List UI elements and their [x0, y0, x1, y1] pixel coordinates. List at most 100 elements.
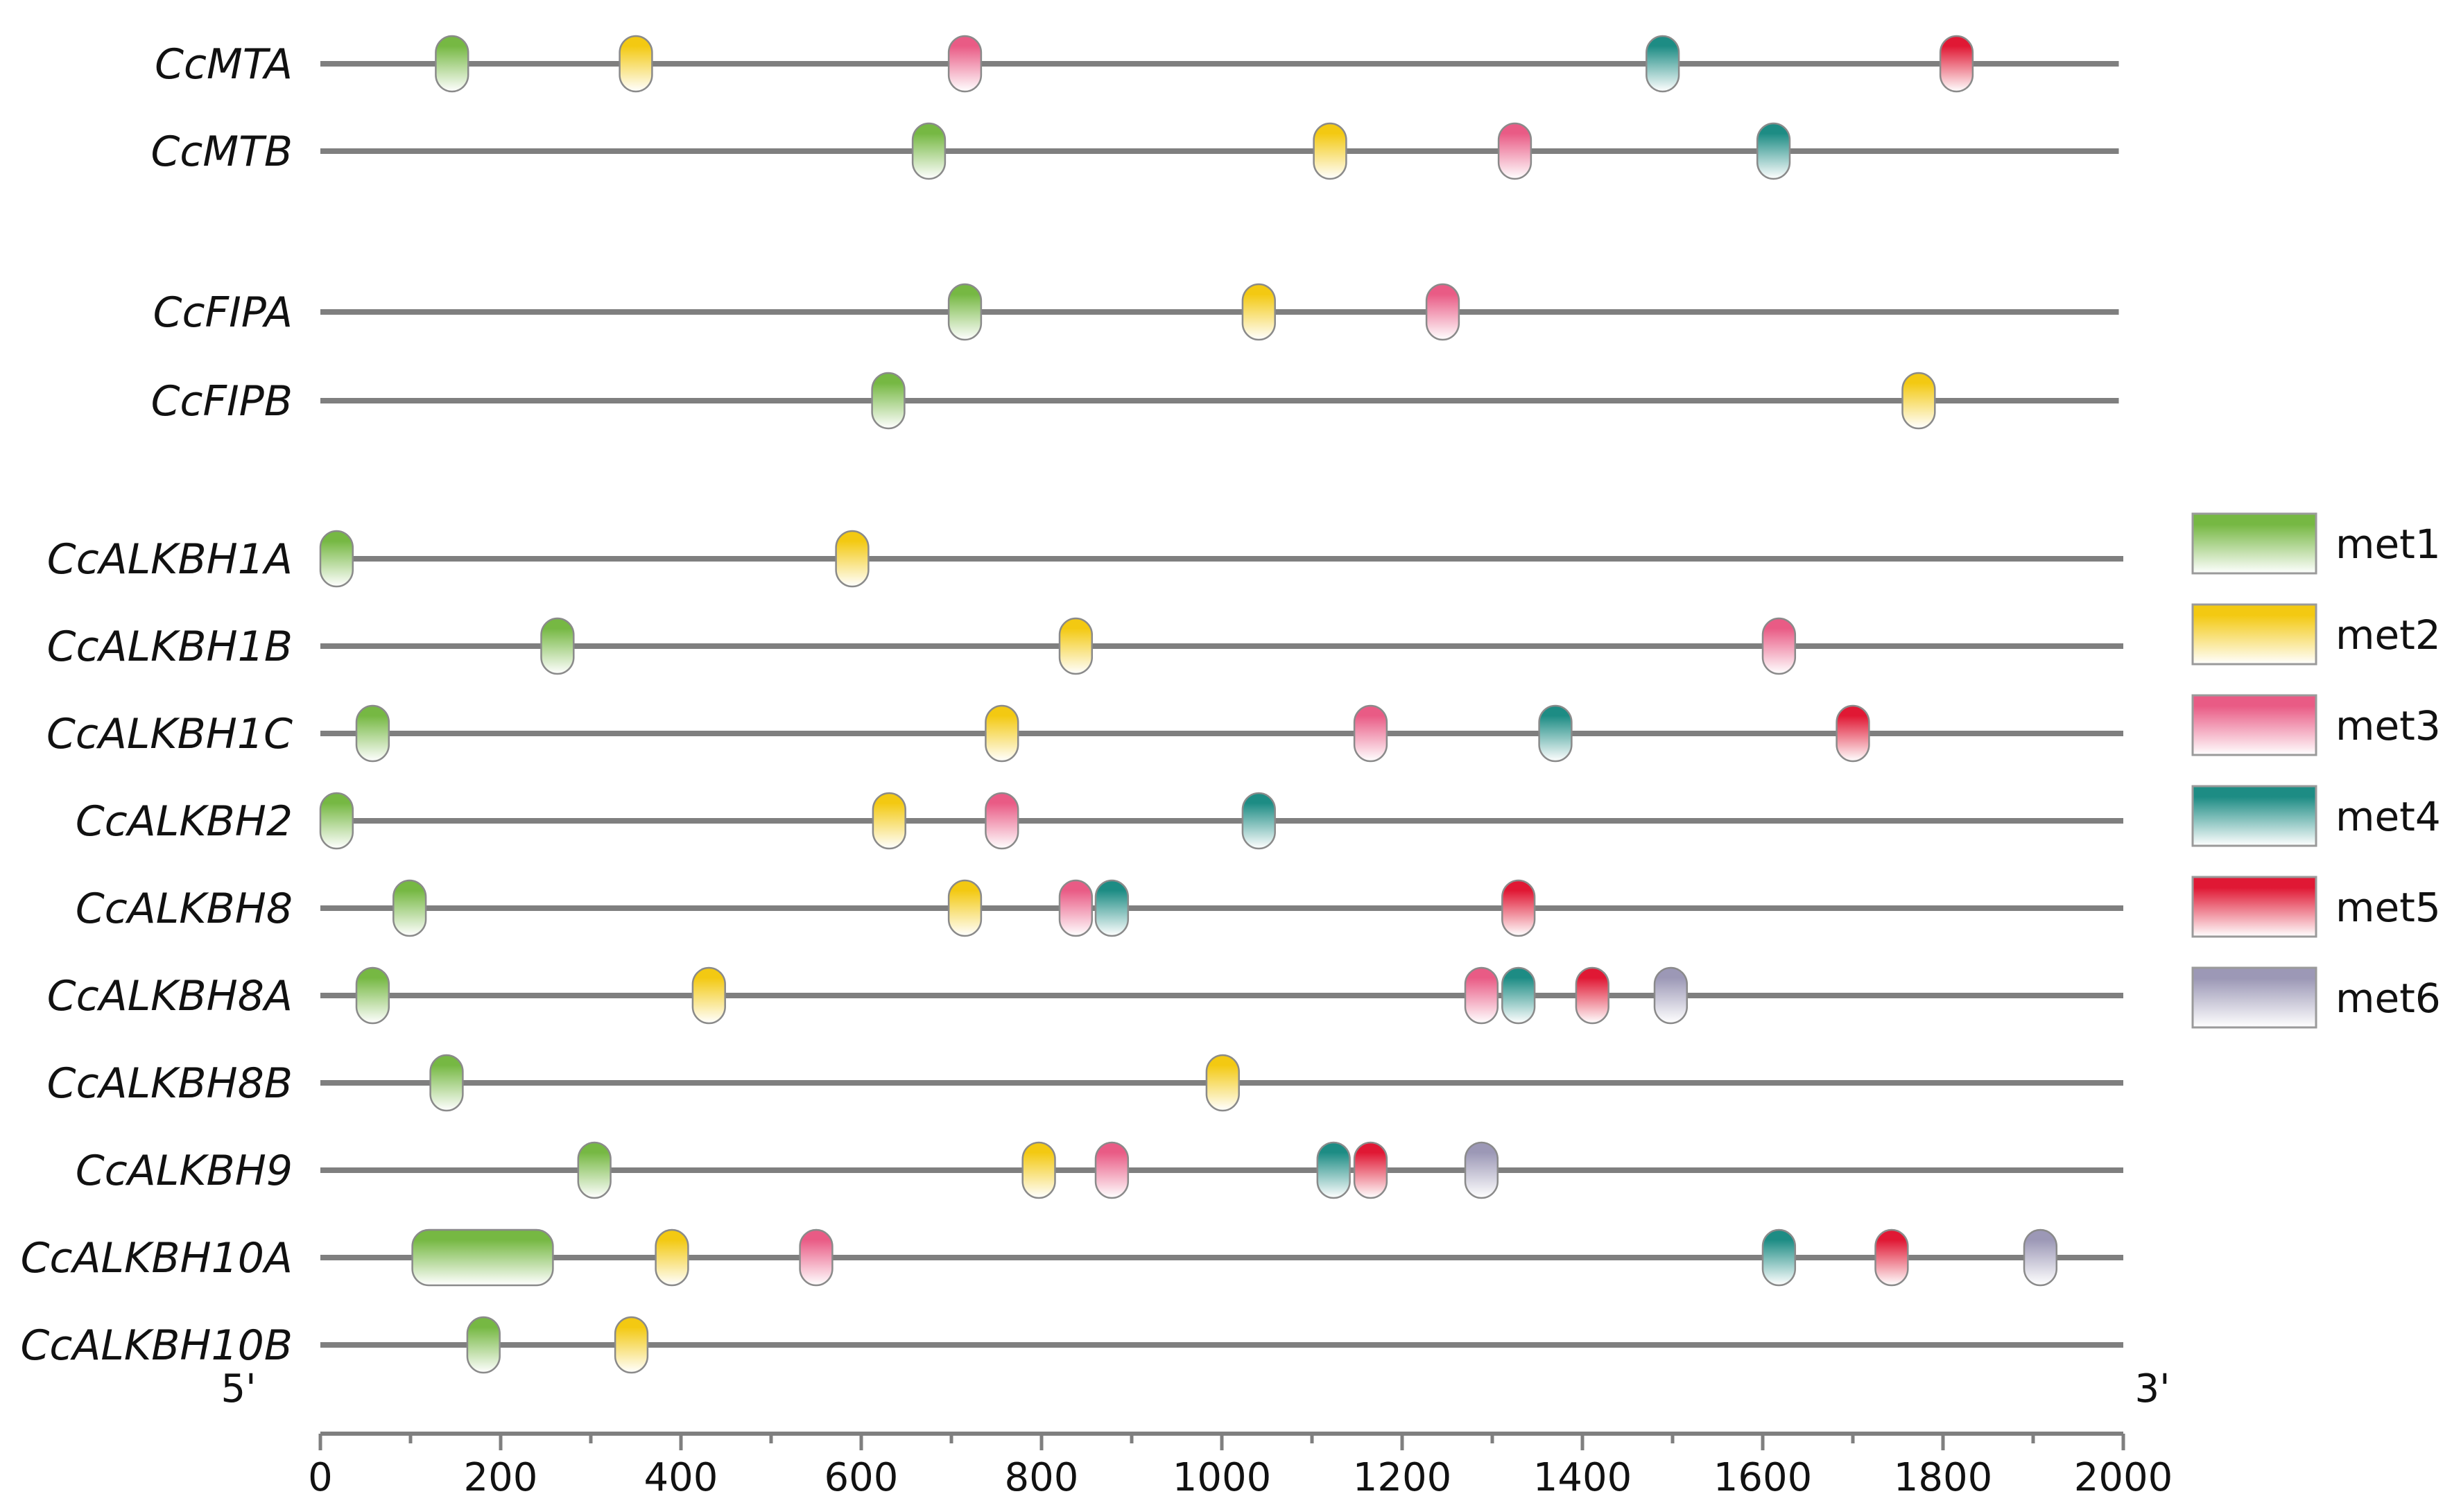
gene-row: CcALKBH1B — [47, 617, 2123, 675]
five-prime-label: 5' — [221, 1366, 256, 1411]
met2-motif-block — [1901, 372, 1936, 430]
position-axis: 0 200 400 600 800 1000 1200 1400 1600 1800 2000 5' 3… — [221, 1366, 2173, 1500]
met4-motif-block — [1316, 1141, 1351, 1199]
met3-motif-block — [1353, 704, 1388, 763]
met3-motif-block — [1425, 283, 1460, 341]
met2-motif-block — [619, 35, 653, 93]
gene-row: CcALKBH1A — [47, 530, 2123, 588]
gene-row: CcFIPA — [153, 283, 2119, 341]
legend-swatch — [2191, 512, 2317, 575]
tick-label: 1800 — [1894, 1455, 1993, 1500]
gene-row: CcALKBH1C — [46, 704, 2123, 763]
met4-motif-block — [1538, 704, 1573, 763]
met2-motif-block — [1058, 617, 1094, 675]
met3-motif-block — [1761, 617, 1797, 675]
met3-motif-block — [1058, 879, 1094, 937]
gene-row: CcALKBH2 — [76, 792, 2123, 850]
legend-swatch — [2191, 876, 2317, 938]
gene-name: CcALKBH1A — [47, 535, 293, 584]
met4-motif-block — [1241, 792, 1276, 850]
gene-name: CcALKBH2 — [76, 797, 293, 846]
met2-motif-block — [985, 704, 1019, 763]
tick-label: 800 — [1005, 1455, 1079, 1500]
tick-label: 1000 — [1173, 1455, 1272, 1500]
gene-name: CcMTB — [151, 128, 293, 176]
met4-motif-block — [1501, 966, 1536, 1025]
motif-legend: met1 met2 met3 met4 met5 met6 — [2191, 512, 2441, 1029]
legend-label: met5 — [2335, 884, 2441, 931]
met1-motif-block — [392, 879, 427, 937]
legend-label: met3 — [2335, 702, 2441, 749]
met3-motif-block — [799, 1228, 834, 1287]
gene-row: CcFIPB — [151, 372, 2119, 430]
met4-motif-block — [1094, 879, 1130, 937]
gene-name: CcALKBH10B — [21, 1321, 293, 1370]
met1-motif-block — [577, 1141, 612, 1199]
gene-name: CcFIPB — [151, 377, 293, 426]
met1-motif-block — [466, 1316, 501, 1374]
met2-motif-block — [1021, 1141, 1056, 1199]
met5-motif-block — [1501, 879, 1536, 937]
tick-label: 200 — [464, 1455, 538, 1500]
met2-motif-block — [655, 1228, 689, 1287]
gene-name: CcALKBH1B — [47, 623, 293, 671]
gene-row: CcALKBH8B — [47, 1054, 2123, 1112]
met1-motif-block — [540, 617, 575, 675]
tick-label: 2000 — [2074, 1455, 2173, 1500]
met1-motif-block — [429, 1054, 464, 1112]
met1-motif-block — [911, 122, 947, 180]
met2-motif-block — [872, 792, 906, 850]
legend-item: met1 — [2191, 512, 2441, 575]
gene-row: CcALKBH10A — [21, 1228, 2123, 1287]
met4-motif-block — [1756, 122, 1791, 180]
gene-row: CcMTB — [151, 122, 2119, 180]
legend-swatch — [2191, 785, 2317, 847]
met5-motif-block — [1939, 35, 1974, 93]
met1-motif-block — [355, 966, 390, 1025]
gene-row: CcMTA — [155, 35, 2119, 93]
three-prime-label: 3' — [2134, 1366, 2170, 1411]
gene-name: CcALKBH1C — [46, 710, 293, 758]
gene-row: CcALKBH8A — [47, 966, 2123, 1025]
met1-motif-block — [947, 283, 983, 341]
gene-name: CcMTA — [155, 40, 293, 89]
gene-row: CcALKBH9 — [76, 1141, 2123, 1199]
gene-name: CcFIPA — [153, 288, 293, 337]
met3-motif-block — [985, 792, 1019, 850]
tick-label: 400 — [644, 1455, 718, 1500]
met6-motif-block — [1653, 966, 1689, 1025]
met5-motif-block — [1874, 1228, 1909, 1287]
legend-label: met4 — [2335, 793, 2441, 840]
gene-name: CcALKBH8A — [47, 972, 293, 1020]
met3-motif-block — [947, 35, 983, 93]
met1-motif-block — [355, 704, 390, 763]
met3-motif-block — [1464, 966, 1499, 1025]
met6-motif-block — [2023, 1228, 2058, 1287]
gene-row: CcALKBH8 — [76, 879, 2123, 937]
met5-motif-block — [1575, 966, 1609, 1025]
met1-motif-block — [411, 1228, 554, 1287]
met3-motif-block — [1094, 1141, 1130, 1199]
met1-motif-block — [319, 530, 354, 588]
met5-motif-block — [1353, 1141, 1388, 1199]
met2-motif-block — [1205, 1054, 1240, 1112]
met4-motif-block — [1761, 1228, 1797, 1287]
gene-tracks: CcMTA CcMTB CcFIPA CcFIPB CcALKBH1A CcALKBH1B… — [21, 35, 2123, 1374]
met2-motif-block — [947, 879, 983, 937]
legend-label: met2 — [2335, 611, 2441, 659]
tick-label: 600 — [824, 1455, 899, 1500]
legend-item: met2 — [2191, 603, 2441, 666]
met6-motif-block — [1464, 1141, 1499, 1199]
tick-label: 0 — [308, 1455, 333, 1500]
met2-motif-block — [1313, 122, 1347, 180]
met2-motif-block — [691, 966, 726, 1025]
legend-swatch — [2191, 966, 2317, 1029]
met1-motif-block — [435, 35, 469, 93]
legend-item: met5 — [2191, 876, 2441, 938]
legend-swatch — [2191, 694, 2317, 756]
legend-label: met6 — [2335, 975, 2441, 1022]
met3-motif-block — [1497, 122, 1532, 180]
met5-motif-block — [1836, 704, 1870, 763]
met2-motif-block — [614, 1316, 649, 1374]
